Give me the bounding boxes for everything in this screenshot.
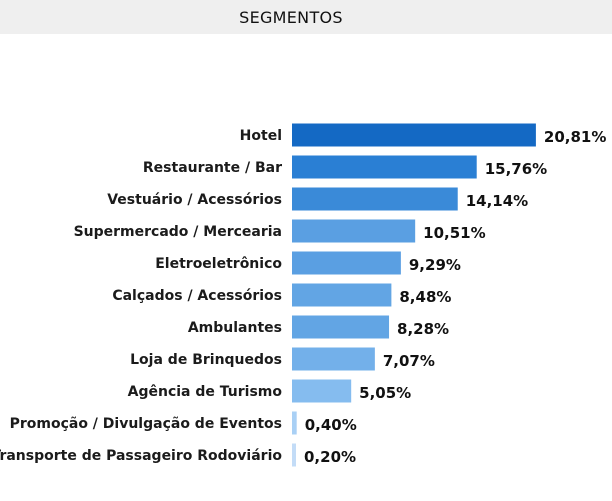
- category-label: Hotel: [240, 128, 282, 144]
- category-label: Ambulantes: [188, 320, 282, 336]
- value-label: 0,40%: [305, 416, 357, 434]
- category-label: Calçados / Acessórios: [112, 288, 282, 304]
- category-label: Agência de Turismo: [128, 384, 283, 400]
- value-label: 0,20%: [304, 448, 356, 466]
- bar: [292, 123, 536, 147]
- value-label: 8,28%: [397, 320, 449, 338]
- value-label: 15,76%: [485, 160, 547, 178]
- bar: [292, 315, 390, 339]
- value-label: 5,05%: [359, 384, 411, 402]
- value-label: 9,29%: [409, 256, 461, 274]
- category-label: Restaurante / Bar: [143, 160, 282, 176]
- bar: [292, 379, 352, 403]
- value-label: 14,14%: [466, 192, 528, 210]
- category-label: Vestuário / Acessórios: [107, 192, 282, 208]
- category-label: Supermercado / Mercearia: [74, 224, 282, 240]
- value-label: 7,07%: [383, 352, 435, 370]
- bar: [292, 219, 416, 243]
- category-label: Transporte de Passageiro Rodoviário: [0, 448, 282, 464]
- value-label: 8,48%: [399, 288, 451, 306]
- bar: [292, 347, 375, 371]
- chart-header: SEGMENTOS: [0, 0, 612, 34]
- value-label: 10,51%: [423, 224, 485, 242]
- value-label: 20,81%: [544, 128, 606, 146]
- bar: [292, 155, 477, 179]
- bar: [292, 443, 296, 467]
- category-label: Promoção / Divulgação de Eventos: [10, 416, 282, 432]
- category-label: Eletroeletrônico: [155, 256, 282, 272]
- bar: [292, 283, 392, 307]
- category-label: Loja de Brinquedos: [130, 352, 282, 368]
- bars-group: Hotel 20,81% Restaurante / Bar 15,76% Vestuá…: [0, 123, 606, 467]
- bar: [292, 187, 458, 211]
- bar: [292, 251, 401, 275]
- bar: [292, 411, 297, 435]
- chart-title: SEGMENTOS: [239, 7, 343, 27]
